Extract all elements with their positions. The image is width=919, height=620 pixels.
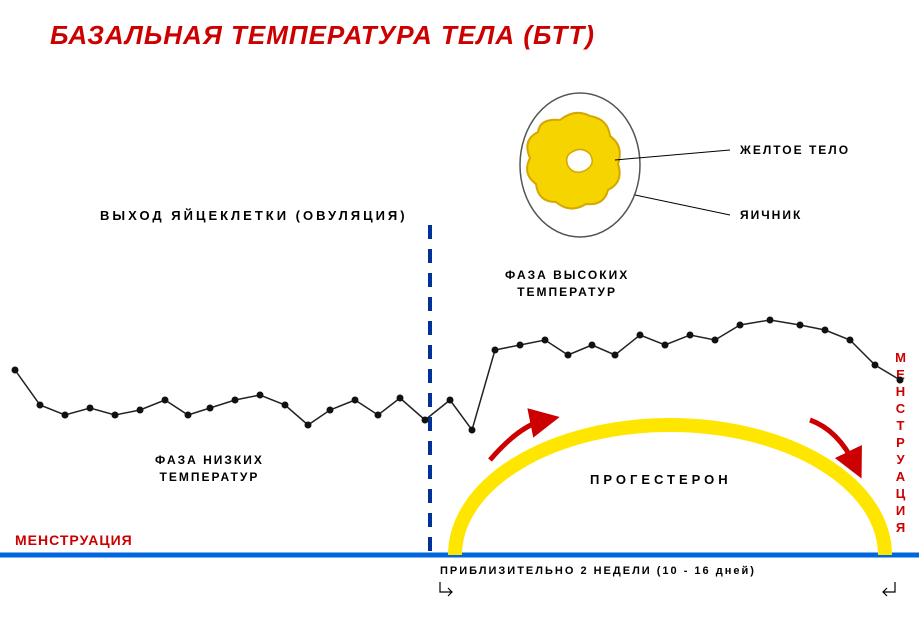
temperature-line [15, 320, 900, 430]
corpus-luteum-hole [567, 149, 593, 172]
data-point [327, 407, 334, 414]
data-point [232, 397, 239, 404]
data-point [517, 342, 524, 349]
data-point [447, 397, 454, 404]
data-point [375, 412, 382, 419]
data-point [257, 392, 264, 399]
data-point [305, 422, 312, 429]
chart-svg [0, 0, 919, 620]
data-point [589, 342, 596, 349]
data-point [712, 337, 719, 344]
data-point [185, 412, 192, 419]
data-point [37, 402, 44, 409]
data-point [282, 402, 289, 409]
data-point [469, 427, 476, 434]
progesterone-arc [455, 425, 885, 555]
data-point [62, 412, 69, 419]
data-point [137, 407, 144, 414]
pointer-ovary [635, 195, 730, 215]
data-point [112, 412, 119, 419]
data-point [12, 367, 19, 374]
bracket-left [440, 582, 452, 596]
data-point [687, 332, 694, 339]
data-point [797, 322, 804, 329]
data-point [662, 342, 669, 349]
data-point [872, 362, 879, 369]
data-point [847, 337, 854, 344]
data-point [492, 347, 499, 354]
data-point [822, 327, 829, 334]
bracket-right [883, 582, 895, 596]
data-point [162, 397, 169, 404]
data-point [542, 337, 549, 344]
data-point [352, 397, 359, 404]
data-point [565, 352, 572, 359]
data-point [767, 317, 774, 324]
data-point [637, 332, 644, 339]
data-point [897, 377, 904, 384]
data-point [207, 405, 214, 412]
data-point [397, 395, 404, 402]
data-point [87, 405, 94, 412]
data-point [612, 352, 619, 359]
data-point [422, 417, 429, 424]
temperature-points [12, 317, 904, 434]
data-point [737, 322, 744, 329]
